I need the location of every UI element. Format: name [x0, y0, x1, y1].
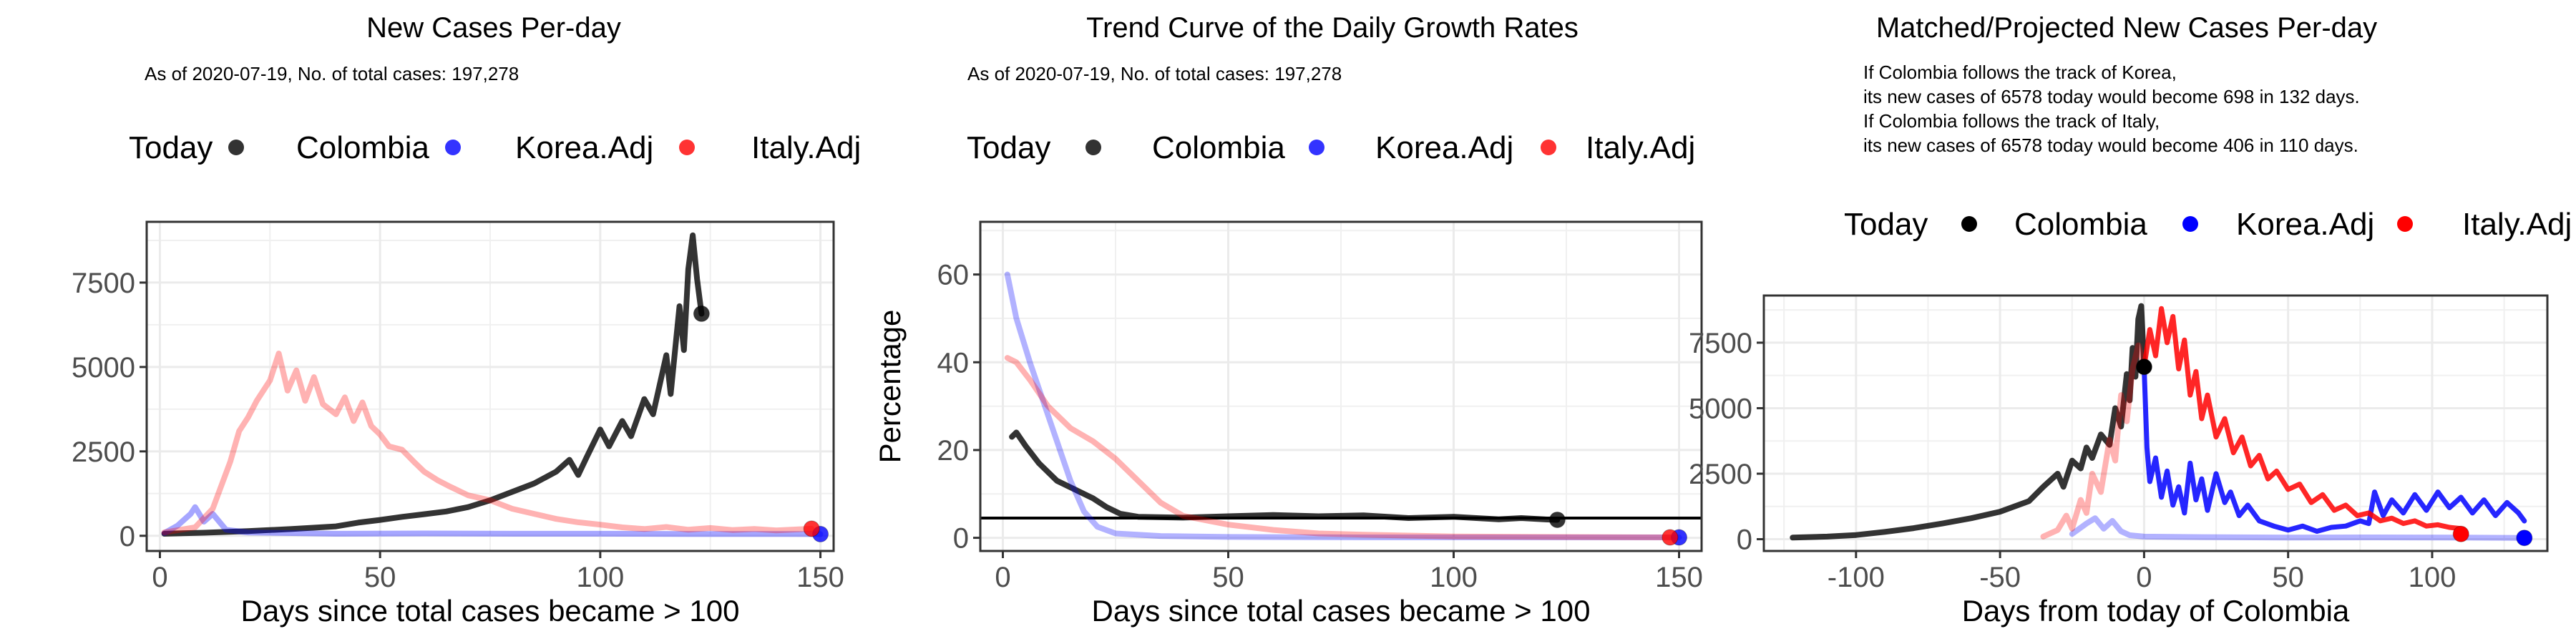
x-axis-label: Days since total cases became > 100: [1092, 594, 1591, 628]
series-line-italy-adj: [1004, 355, 1673, 540]
legend-marker-korea-adj: [2182, 216, 2198, 232]
y-tick-label: 5000: [1689, 393, 1752, 424]
y-tick-label: 2500: [72, 436, 135, 468]
chart-title: Matched/Projected New Cases Per-day: [1876, 12, 2377, 44]
annotation-line: its new cases of 6578 today would become…: [1863, 86, 2360, 107]
series-line-korea-adj: [1004, 271, 1682, 540]
annotation-line: If Colombia follows the track of Italy,: [1863, 110, 2160, 132]
legend-marker-italy-adj: [1541, 140, 1556, 155]
chart-title: New Cases Per-day: [366, 12, 621, 44]
chart-1: New Cases Per-day As of 2020-07-19, No. o…: [72, 12, 861, 628]
legend-label: Korea.Adj: [2236, 207, 2374, 242]
x-axis-label: Days from today of Colombia: [1962, 594, 2350, 628]
today-point-italy-adj: [1662, 529, 1679, 546]
today-point-italy-adj-projection: [2452, 525, 2469, 542]
series-line-italy-adj: [161, 351, 815, 536]
x-tick-label: 100: [2409, 562, 2457, 593]
legend-marker-colombia: [1961, 216, 1977, 232]
legend-marker-colombia: [228, 140, 244, 155]
x-tick-label: 100: [1430, 562, 1478, 593]
y-tick-label: 7500: [72, 268, 135, 299]
y-tick-label: 2500: [1689, 459, 1752, 490]
legend-label: Colombia: [1152, 130, 1285, 165]
y-tick-label: 5000: [72, 352, 135, 384]
x-tick-label: 50: [1212, 562, 1244, 593]
series-line-korea-adj-projection: [2141, 364, 2527, 534]
y-tick-label: 7500: [1689, 328, 1752, 359]
legend-label: Korea.Adj: [515, 130, 653, 165]
chart-subtitle: As of 2020-07-19, No. of total cases: 19…: [145, 63, 519, 84]
annotation-line: its new cases of 6578 today would become…: [1863, 135, 2358, 156]
x-tick-label: 50: [364, 562, 396, 593]
x-tick-label: 0: [152, 562, 167, 593]
series-line-italy-adj-projection: [2141, 306, 2464, 532]
series-line-colombia: [1790, 303, 2147, 541]
chart-2: Trend Curve of the Daily Growth Rates As …: [873, 12, 1703, 628]
chart-title: Trend Curve of the Daily Growth Rates: [1086, 12, 1579, 44]
legend-label: Italy.Adj: [1586, 130, 1695, 165]
today-point-italy-adj: [803, 520, 820, 537]
plot-border: [145, 220, 835, 552]
legend-title: Today: [967, 130, 1050, 165]
y-tick-label: 0: [119, 521, 135, 552]
y-tick-label: 40: [937, 347, 970, 379]
legend-label: Colombia: [2014, 207, 2147, 242]
today-point-colombia: [1548, 511, 1566, 528]
today-point-colombia: [2135, 358, 2152, 376]
x-tick-label: 150: [796, 562, 844, 593]
legend-marker-korea-adj: [445, 140, 461, 155]
series-line-italy-adj: [2040, 342, 2147, 540]
legend-marker-italy-adj: [679, 140, 695, 155]
today-point-colombia: [693, 305, 710, 322]
x-tick-label: 50: [2272, 562, 2304, 593]
y-tick-label: 20: [937, 435, 970, 467]
series-line-korea-adj: [161, 504, 824, 537]
x-tick-label: 100: [576, 562, 624, 593]
x-tick-label: 150: [1655, 562, 1703, 593]
y-tick-label: 60: [937, 260, 970, 291]
annotation-line: If Colombia follows the track of Korea,: [1863, 62, 2177, 83]
y-tick-label: 0: [1737, 525, 1752, 556]
legend-marker-korea-adj: [1309, 140, 1324, 155]
legend-title: Today: [129, 130, 213, 165]
series-line-colombia: [1009, 429, 1561, 523]
legend-marker-italy-adj: [2397, 216, 2413, 232]
y-axis-label: Percentage: [873, 310, 907, 464]
series-line-colombia: [161, 232, 705, 537]
x-axis-label: Days since total cases became > 100: [241, 594, 740, 628]
x-tick-label: -50: [1979, 562, 2021, 593]
legend-title: Today: [1844, 207, 1928, 242]
legend-label: Italy.Adj: [2462, 207, 2572, 242]
legend-label: Colombia: [296, 130, 429, 165]
y-tick-label: 0: [953, 523, 969, 555]
legend-label: Italy.Adj: [751, 130, 861, 165]
plot-border: [1762, 294, 2549, 552]
legend-marker-colombia: [1085, 140, 1101, 155]
legend-label: Korea.Adj: [1375, 130, 1513, 165]
x-tick-label: 0: [995, 562, 1010, 593]
plot-border: [979, 220, 1703, 552]
chart-3: Matched/Projected New Cases Per-day If Co…: [1689, 12, 2572, 628]
x-tick-label: -100: [1828, 562, 1885, 593]
chart-subtitle: As of 2020-07-19, No. of total cases: 19…: [967, 63, 1342, 84]
plot-panel: [1764, 296, 2547, 551]
x-tick-label: 0: [2136, 562, 2152, 593]
series-line-korea-adj: [2069, 515, 2527, 541]
today-point-korea-adj-projection: [2516, 530, 2533, 547]
